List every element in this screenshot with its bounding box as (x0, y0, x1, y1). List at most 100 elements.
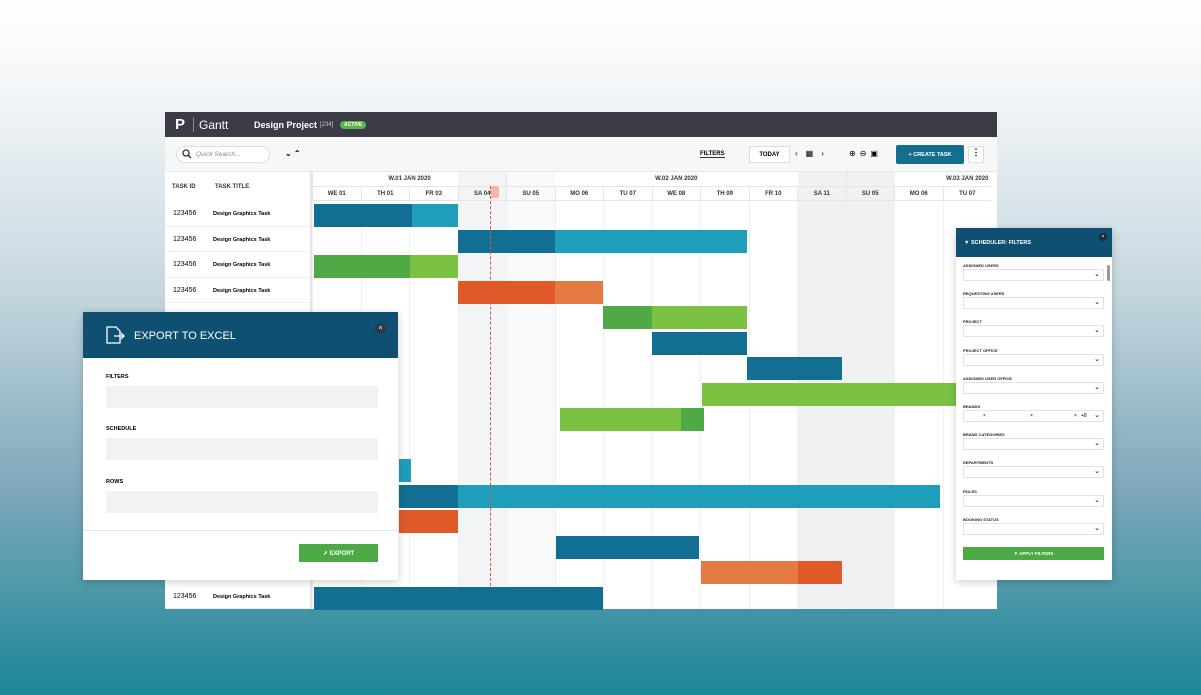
task-bar[interactable] (458, 280, 555, 304)
day-grid-line (409, 201, 410, 609)
more-count: +8 (1081, 413, 1087, 419)
task-bar[interactable] (458, 229, 555, 253)
task-title: Design Graphics Task (209, 259, 275, 271)
task-bar[interactable] (314, 255, 410, 278)
task-row (165, 252, 310, 278)
task-title: Design Graphics Task (209, 284, 275, 297)
zoom-controls[interactable]: ⊕⊖▣ (849, 149, 882, 158)
dialog-title: EXPORT TO EXCEL (134, 330, 236, 342)
task-bar[interactable] (458, 484, 940, 508)
filters-button[interactable]: FILTERS (700, 151, 725, 158)
today-button[interactable]: TODAY (749, 146, 790, 163)
divider (193, 117, 194, 132)
apply-label: APPLY FILTERS (1019, 551, 1054, 556)
field-input[interactable] (106, 438, 378, 460)
task-title: Design Graphics Task (209, 590, 275, 603)
day-header: MO 06 (894, 186, 943, 201)
task-bar[interactable] (747, 357, 842, 380)
panel-title: ▼ SCHEDULER: FILTERS (964, 240, 1032, 246)
filter-label: DEPARTMENTS (963, 460, 994, 466)
dropdown-arrow: ⌄ (1094, 440, 1100, 448)
day-header: TH 01 (360, 186, 409, 201)
filter-select[interactable]: ⌄ (963, 438, 1104, 451)
status-badge: ACTIVE (340, 121, 367, 129)
filter-select[interactable]: ⌄ (963, 494, 1104, 507)
task-bar[interactable] (702, 382, 960, 406)
panel-title-text: SCHEDULER: FILTERS (970, 240, 1032, 246)
day-header: TU 07 (603, 186, 652, 201)
field-input[interactable] (106, 386, 378, 408)
day-header: TH 09 (700, 186, 749, 201)
task-row (165, 227, 310, 252)
dropdown-arrow: ⌄ (1094, 468, 1100, 476)
logo-letter: P (175, 116, 186, 133)
field-label: FILTERS (106, 374, 129, 380)
apply-button[interactable]: ▼ APPLY FILTERS (963, 547, 1104, 560)
day-header: FR 03 (409, 186, 458, 201)
search-icon (182, 149, 192, 159)
day-header: WE 01 (312, 186, 361, 201)
dropdown-arrow: ⌄ (1094, 383, 1100, 391)
dropdown-arrow: ⌄ (1094, 271, 1100, 278)
column-header: TASK ID (172, 184, 196, 190)
task-bar[interactable] (314, 204, 412, 227)
task-bar[interactable] (603, 306, 652, 329)
task-bar[interactable] (652, 306, 747, 329)
chip-remove: × (1074, 413, 1077, 419)
filter-label: BRANDS (963, 404, 981, 409)
task-bar[interactable] (399, 459, 411, 482)
task-id: 123456 (173, 210, 197, 217)
task-bar[interactable] (412, 204, 458, 227)
week-header: W.03 JAN 2020 (845, 172, 998, 186)
task-bar[interactable] (555, 229, 747, 253)
day-grid-line (651, 201, 653, 609)
create-task-button[interactable]: + CREATE TASK (896, 145, 964, 164)
filter-select[interactable]: ⌄ (963, 466, 1104, 479)
filter-label: BOOKING STATUS (963, 516, 999, 522)
day-header: MO 06 (554, 186, 603, 201)
collapse-buttons[interactable]: ⌄ ⌃ (285, 149, 301, 158)
task-bar[interactable] (681, 408, 704, 431)
filter-select[interactable]: ⌄ (963, 353, 1104, 366)
export-label: EXPORT (329, 551, 355, 557)
more-menu[interactable]: ⋮ (968, 146, 984, 163)
filter-select[interactable]: ⌄ (963, 325, 1104, 338)
task-row (165, 201, 310, 227)
day-header: TU 07 (942, 186, 991, 201)
toolbar: Quick Search... ⌄ ⌃ FILTERS TODAY ‹▦› ⊕⊖… (165, 137, 997, 172)
date-nav[interactable]: ‹▦› (795, 149, 832, 158)
column-header: TASK TITLE (215, 184, 250, 190)
task-id: 123456 (173, 592, 197, 600)
close-button[interactable]: × (375, 323, 386, 334)
panel-header: ▼ SCHEDULER: FILTERS × (956, 228, 1112, 257)
task-bar[interactable] (560, 408, 681, 431)
export-button[interactable]: ➚ EXPORT (299, 544, 378, 562)
day-grid-line (554, 201, 556, 609)
task-bar[interactable] (399, 510, 458, 533)
dropdown-arrow: ⌄ (1094, 524, 1100, 532)
filter-select[interactable]: ⌄ (963, 297, 1104, 310)
task-row (165, 278, 310, 303)
filter-select[interactable]: ⌄ (963, 522, 1104, 535)
day-header: SU 05 (506, 186, 555, 201)
dropdown-arrow: ⌄ (1094, 496, 1100, 504)
close-button[interactable]: × (1099, 233, 1107, 241)
task-bar[interactable] (701, 561, 798, 584)
task-bar[interactable] (556, 535, 699, 559)
filter-select[interactable]: ⌄ × × × +8 (963, 410, 1104, 422)
task-bar[interactable] (652, 331, 747, 355)
field-label: ROWS (106, 479, 124, 485)
task-bar[interactable] (410, 255, 458, 278)
task-bar[interactable] (399, 484, 458, 508)
task-bar[interactable] (314, 586, 603, 610)
task-id: 123456 (173, 261, 197, 268)
field-input[interactable] (106, 491, 378, 513)
filter-select[interactable]: ⌄ (963, 269, 1104, 281)
project-count: [234] (320, 122, 334, 128)
search-box[interactable]: Quick Search... (176, 146, 270, 163)
task-bar[interactable] (555, 280, 603, 304)
task-bar[interactable] (798, 561, 842, 584)
chip-remove: × (1030, 413, 1033, 419)
filter-label: ROLES (963, 488, 977, 494)
filter-select[interactable]: ⌄ (963, 381, 1104, 394)
